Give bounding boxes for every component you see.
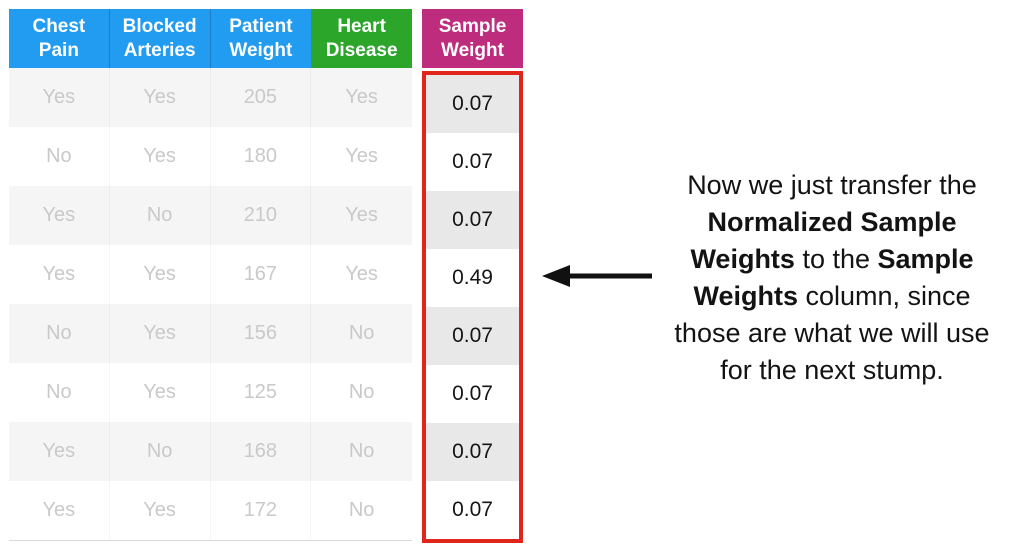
annotation-segment: those are what we will use	[674, 318, 990, 348]
cell-heart-disease: Yes	[345, 204, 378, 226]
cell-chest-pain: No	[9, 304, 110, 363]
table-row: Yes No 168 No	[9, 422, 412, 481]
sample-weight-column: Sample Weight 0.07 0.07 0.07 0.49 0.07 0…	[422, 9, 523, 543]
cell-patient-weight: 172	[211, 481, 312, 540]
sample-weight-cell: 0.07	[426, 133, 519, 191]
annotation-segment: Sample	[877, 244, 974, 274]
annotation-segment: Now we just transfer the	[687, 170, 977, 200]
cell-blocked-arteries: Yes	[110, 363, 211, 422]
cell-heart-disease: Yes	[345, 263, 378, 285]
patient-data-table: Chest Pain Blocked Arteries Patient Weig…	[9, 9, 412, 541]
cell-blocked-arteries: Yes	[110, 304, 211, 363]
cell-heart-disease: Yes	[345, 86, 378, 108]
cell-heart-disease: No	[348, 440, 375, 462]
cell-blocked-arteries: Yes	[110, 127, 211, 186]
sample-weight-cell: 0.07	[426, 423, 519, 481]
table-row: No Yes 180 Yes	[9, 127, 412, 186]
cell-patient-weight: 205	[211, 68, 312, 127]
cell-blocked-arteries: Yes	[110, 245, 211, 304]
header-patient-weight: Patient Weight	[210, 9, 312, 68]
annotation-segment: column, since	[797, 281, 971, 311]
cell-blocked-arteries: No	[110, 186, 211, 245]
cell-patient-weight: 167	[211, 245, 312, 304]
table-row: Yes Yes 172 No	[9, 481, 412, 540]
cell-chest-pain: Yes	[9, 422, 110, 481]
header-sample-weight: Sample Weight	[422, 9, 523, 68]
annotation-segment: Normalized Sample	[707, 207, 957, 237]
cell-chest-pain: Yes	[9, 68, 110, 127]
sample-weight-cell: 0.07	[426, 365, 519, 423]
cell-heart-disease: Yes	[345, 145, 378, 167]
header-chest-pain: Chest Pain	[9, 9, 110, 68]
annotation-segment: for the next stump.	[720, 355, 944, 385]
table-row: Yes Yes 205 Yes	[9, 68, 412, 127]
cell-blocked-arteries: Yes	[110, 481, 211, 540]
table-row: Yes No 210 Yes	[9, 186, 412, 245]
cell-blocked-arteries: No	[110, 422, 211, 481]
cell-patient-weight: 156	[211, 304, 312, 363]
annotation-segment: Weights	[690, 244, 795, 274]
cell-heart-disease: No	[348, 499, 375, 521]
annotation-line: those are what we will use	[633, 315, 1030, 352]
header-blocked-arteries: Blocked Arteries	[109, 9, 211, 68]
transfer-arrow-icon	[542, 265, 652, 287]
annotation-line: Normalized Sample	[633, 204, 1030, 241]
sample-weight-highlight-box: 0.07 0.07 0.07 0.49 0.07 0.07 0.07 0.07	[422, 71, 523, 543]
table-row: No Yes 156 No	[9, 304, 412, 363]
table-body: Yes Yes 205 Yes No Yes 180 Yes Yes No 21…	[9, 68, 412, 541]
cell-chest-pain: No	[9, 363, 110, 422]
sample-weight-cell: 0.07	[426, 307, 519, 365]
cell-chest-pain: Yes	[9, 481, 110, 540]
sample-weight-cell: 0.07	[426, 191, 519, 249]
annotation-segment: Weights	[693, 281, 798, 311]
cell-chest-pain: Yes	[9, 245, 110, 304]
header-heart-disease: Heart Disease	[311, 9, 412, 68]
cell-blocked-arteries: Yes	[110, 68, 211, 127]
cell-patient-weight: 125	[211, 363, 312, 422]
table-row: Yes Yes 167 Yes	[9, 245, 412, 304]
table-row: No Yes 125 No	[9, 363, 412, 422]
annotation-line: for the next stump.	[633, 352, 1030, 389]
cell-heart-disease: No	[348, 381, 375, 403]
annotation-line: Weights column, since	[633, 278, 1030, 315]
sample-weight-cell: 0.07	[426, 481, 519, 539]
cell-patient-weight: 210	[211, 186, 312, 245]
sample-weight-cell: 0.49	[426, 249, 519, 307]
cell-chest-pain: No	[9, 127, 110, 186]
cell-patient-weight: 180	[211, 127, 312, 186]
annotation-line: Weights to the Sample	[633, 241, 1030, 278]
annotation-segment: to the	[794, 244, 878, 274]
table-header-row: Chest Pain Blocked Arteries Patient Weig…	[9, 9, 412, 68]
annotation-line: Now we just transfer the	[633, 167, 1030, 204]
cell-patient-weight: 168	[211, 422, 312, 481]
sample-weight-cell: 0.07	[426, 75, 519, 133]
annotation-text: Now we just transfer the Normalized Samp…	[633, 167, 1030, 389]
cell-heart-disease: No	[348, 322, 375, 344]
cell-chest-pain: Yes	[9, 186, 110, 245]
